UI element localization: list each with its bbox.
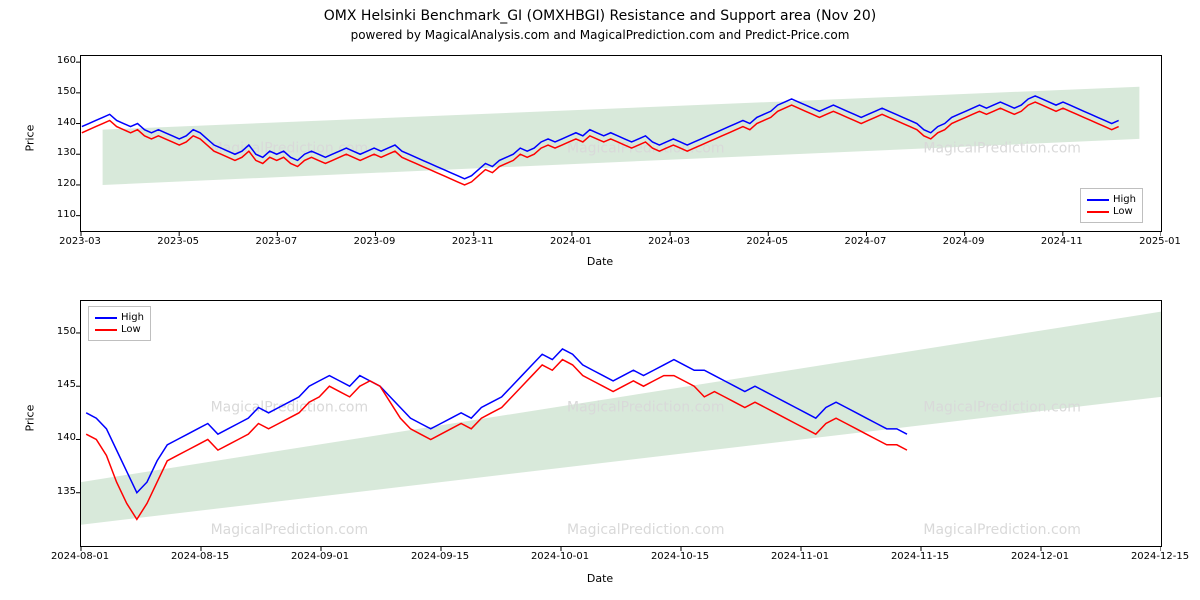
support-area (81, 312, 1161, 525)
ytick-label: 145 (48, 379, 76, 390)
watermark-text: MagicalPrediction.com (567, 399, 725, 415)
legend-label: Low (121, 324, 141, 335)
legend-item: Low (95, 324, 144, 335)
xtick-label: 2024-07 (835, 236, 895, 247)
legend-item: High (1087, 194, 1136, 205)
ytick-label: 120 (48, 178, 76, 189)
xtick-label: 2024-03 (639, 236, 699, 247)
legend-swatch (1087, 199, 1109, 201)
chart1-ylabel: Price (24, 132, 37, 152)
xtick-label: 2024-09-01 (290, 551, 350, 562)
ytick-label: 130 (48, 147, 76, 158)
xtick-label: 2023-05 (148, 236, 208, 247)
chart2-xlabel: Date (587, 572, 613, 585)
chart-subtitle: powered by MagicalAnalysis.com and Magic… (0, 28, 1200, 42)
xtick-label: 2024-11 (1032, 236, 1092, 247)
ytick-label: 150 (48, 86, 76, 97)
chart1-svg: MagicalPrediction.comMagicalPrediction.c… (75, 56, 1161, 237)
watermark-text: MagicalPrediction.com (211, 522, 369, 538)
legend: HighLow (1080, 188, 1143, 223)
ytick-label: 140 (48, 117, 76, 128)
ytick-label: 150 (48, 326, 76, 337)
chart2-svg: MagicalPrediction.com MagicalPrediction.c… (75, 301, 1161, 552)
xtick-label: 2024-09 (934, 236, 994, 247)
legend-item: Low (1087, 206, 1136, 217)
chart-title: OMX Helsinki Benchmark_GI (OMXHBGI) Resi… (0, 8, 1200, 24)
chart2-plot-area: MagicalPrediction.com MagicalPrediction.c… (80, 300, 1162, 547)
xtick-label: 2024-11-01 (770, 551, 830, 562)
xtick-label: 2024-08-15 (170, 551, 230, 562)
xtick-label: 2023-03 (50, 236, 110, 247)
watermark-text: MagicalPrediction.com (923, 399, 1081, 415)
xtick-label: 2024-08-01 (50, 551, 110, 562)
support-area (103, 87, 1140, 185)
watermark-text: MagicalPrediction.com (923, 140, 1081, 156)
ytick-label: 140 (48, 432, 76, 443)
xtick-label: 2025-01 (1130, 236, 1190, 247)
xtick-label: 2024-10-01 (530, 551, 590, 562)
xtick-label: 2024-12-15 (1130, 551, 1190, 562)
legend-swatch (95, 329, 117, 331)
xtick-label: 2024-01 (541, 236, 601, 247)
legend-swatch (1087, 211, 1109, 213)
ytick-label: 160 (48, 55, 76, 66)
xtick-label: 2024-10-15 (650, 551, 710, 562)
xtick-label: 2023-11 (443, 236, 503, 247)
chart2-ylabel: Price (24, 412, 37, 432)
xtick-label: 2023-09 (345, 236, 405, 247)
xtick-label: 2024-11-15 (890, 551, 950, 562)
legend-label: Low (1113, 206, 1133, 217)
ytick-label: 135 (48, 486, 76, 497)
xtick-label: 2024-05 (737, 236, 797, 247)
chart1-plot-area: MagicalPrediction.comMagicalPrediction.c… (80, 55, 1162, 232)
chart1-xlabel: Date (587, 255, 613, 268)
watermark-text: MagicalPrediction.com (567, 522, 725, 538)
xtick-label: 2024-09-15 (410, 551, 470, 562)
legend-label: High (121, 312, 144, 323)
legend-label: High (1113, 194, 1136, 205)
legend-item: High (95, 312, 144, 323)
xtick-label: 2023-07 (246, 236, 306, 247)
legend-swatch (95, 317, 117, 319)
watermark-text: MagicalPrediction.com (923, 522, 1081, 538)
ytick-label: 110 (48, 209, 76, 220)
xtick-label: 2024-12-01 (1010, 551, 1070, 562)
legend: HighLow (88, 306, 151, 341)
chart-container: OMX Helsinki Benchmark_GI (OMXHBGI) Resi… (0, 0, 1200, 600)
